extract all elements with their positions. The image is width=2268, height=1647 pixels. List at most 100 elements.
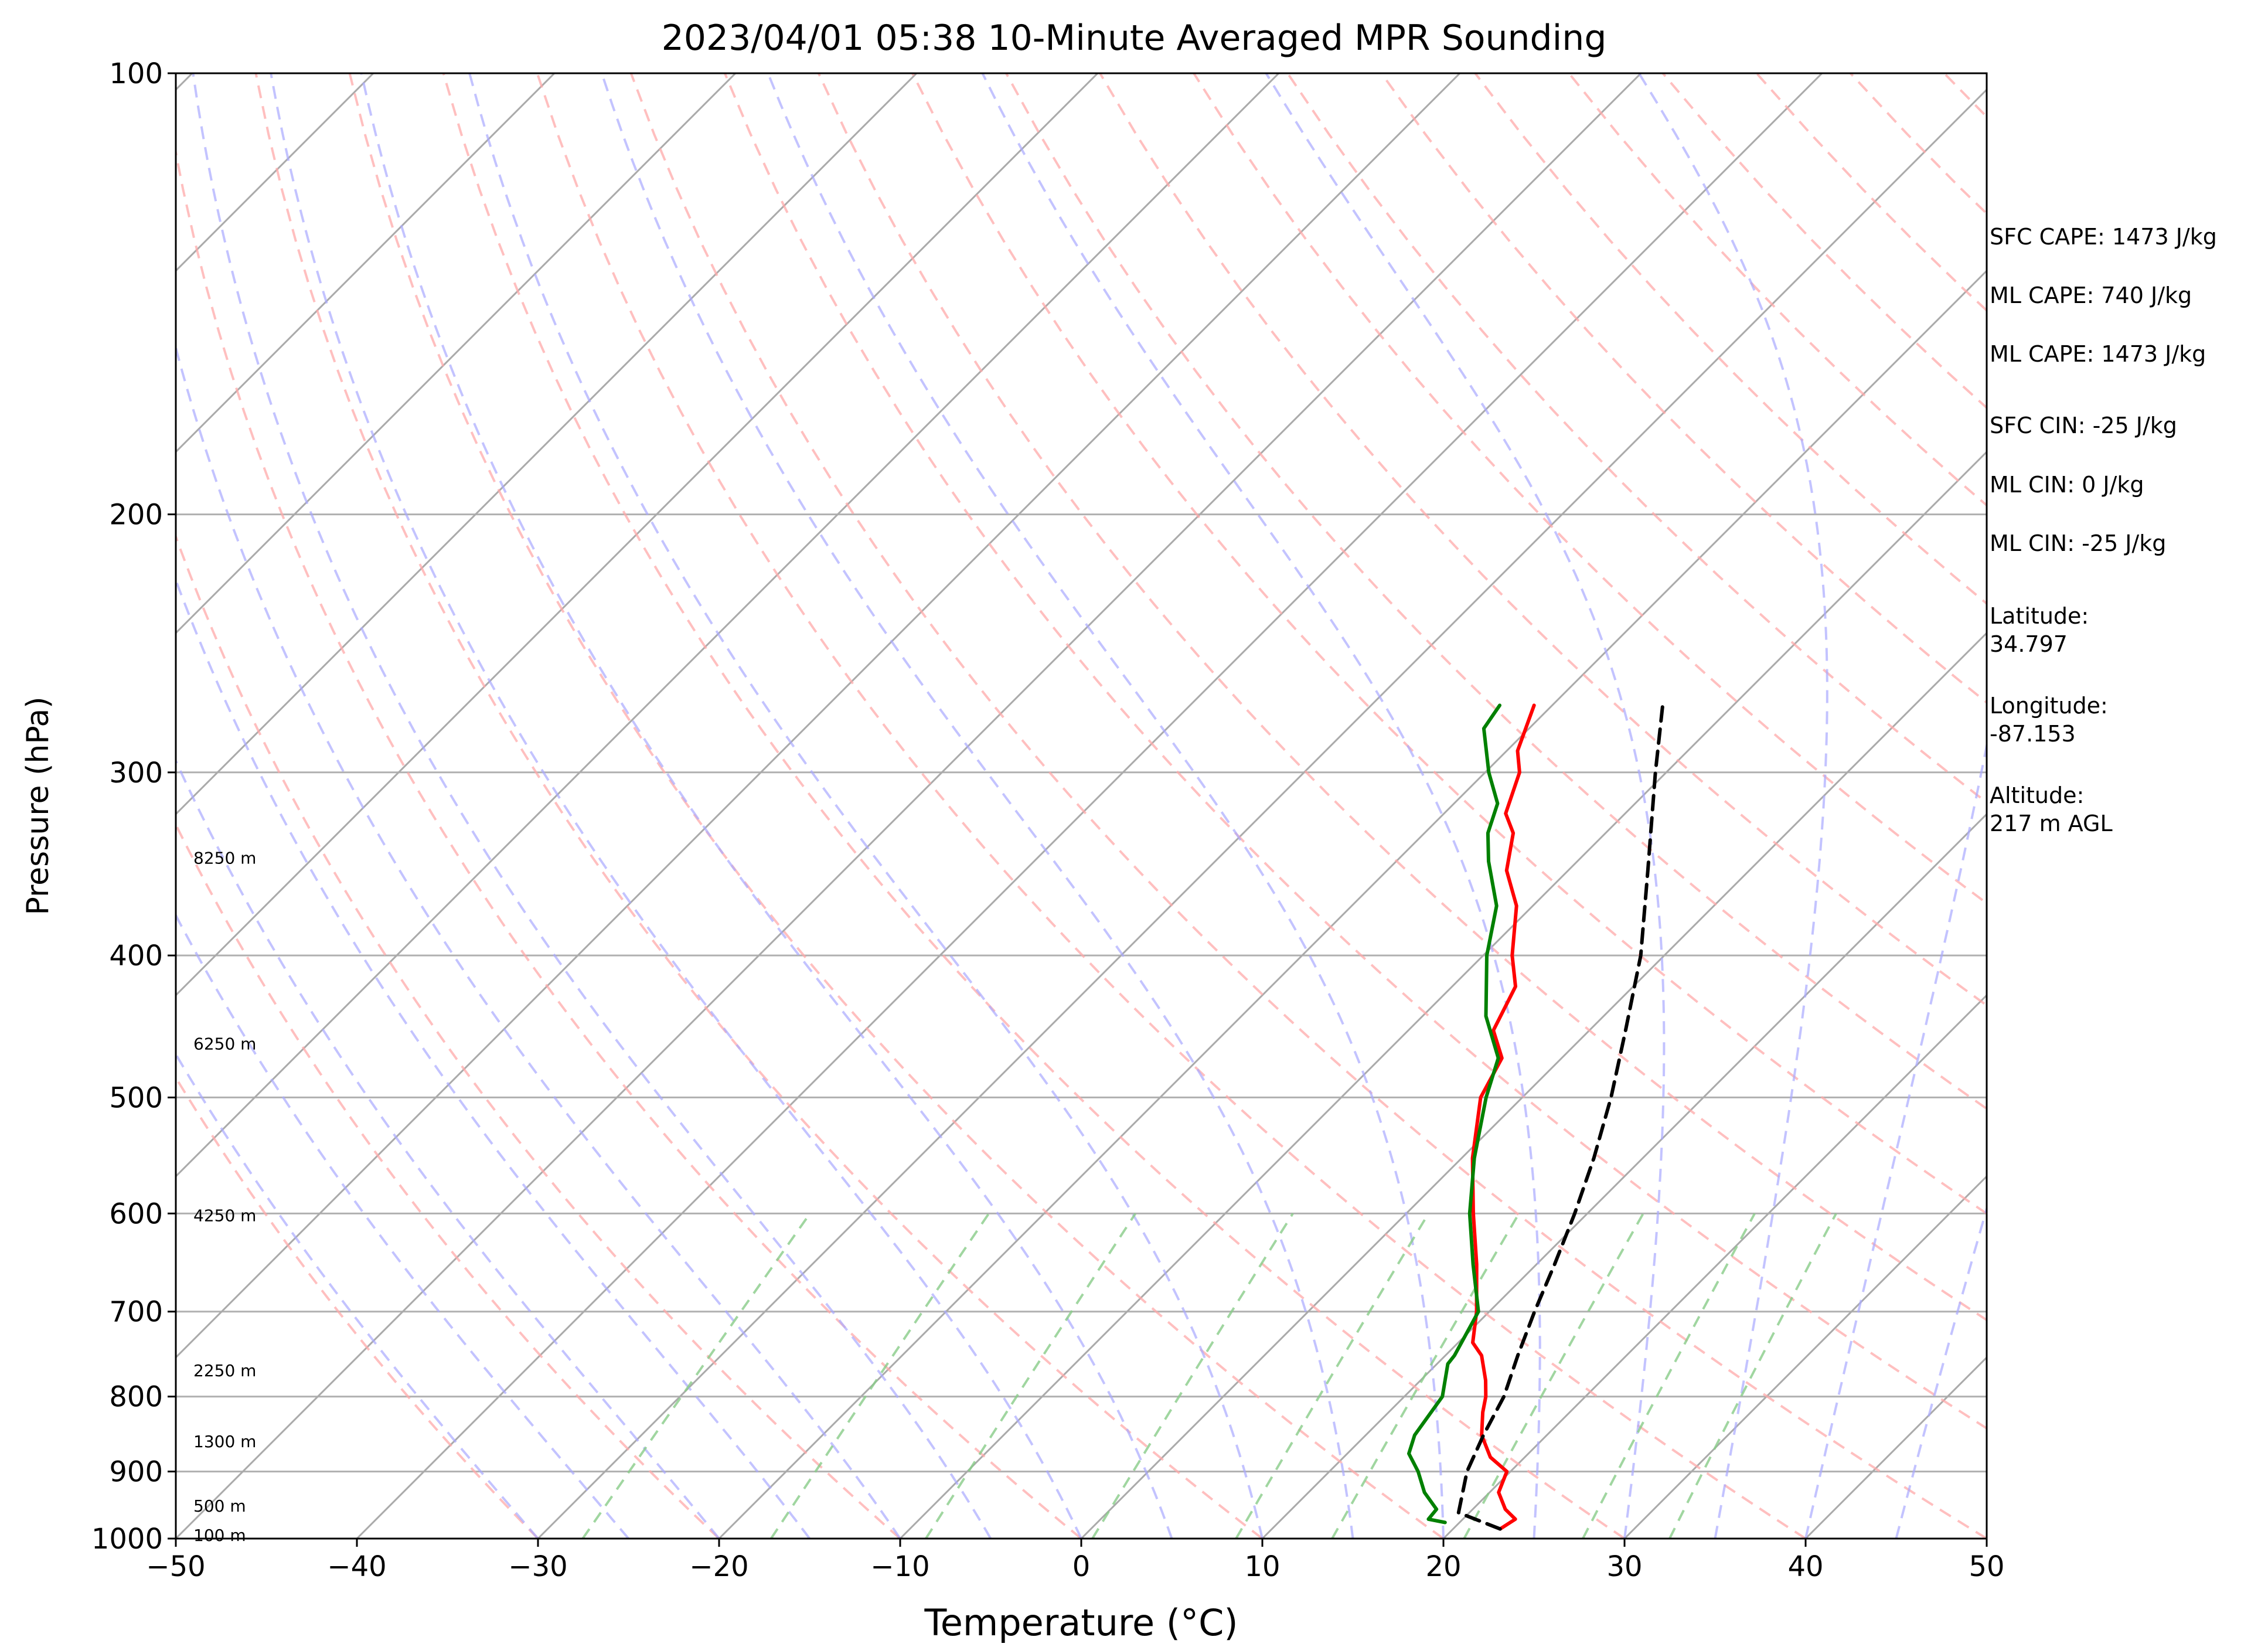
- moist-adiabat-line: [1895, 1204, 1987, 1539]
- annotation-text: ML CAPE: 740 J/kg: [1990, 283, 2192, 308]
- mixing-ratio-line: [1091, 1213, 1294, 1539]
- y-tick-label: 400: [109, 940, 163, 972]
- mixing-ratio-line: [770, 1213, 990, 1539]
- isotherm-line: [176, 73, 1642, 1539]
- pressure-gridlines: [176, 72, 1987, 1540]
- annotation-text: SFC CIN: -25 J/kg: [1990, 413, 2177, 438]
- dry-adiabat-line: [1286, 73, 1987, 804]
- isotherm-line: [176, 73, 1280, 1178]
- annotation-text: Latitude: 34.797: [1990, 603, 2089, 657]
- annotation-text: SFC CAPE: 1473 J/kg: [1990, 224, 2217, 250]
- x-tick-label: −50: [146, 1550, 205, 1583]
- isotherm-line: [0, 73, 11, 1539]
- isotherm-line: [1080, 631, 1987, 1539]
- plot-frame: [175, 72, 1988, 1540]
- height-label: 1300 m: [193, 1432, 256, 1451]
- moist-adiabat-line: [176, 577, 811, 1539]
- x-tick-label: −30: [508, 1550, 567, 1583]
- mixing-ratio-line: [1668, 1213, 1837, 1539]
- moist-adiabat-line: [176, 343, 901, 1539]
- mixing-ratio-line: [581, 1213, 811, 1539]
- x-tick-label: −10: [870, 1550, 929, 1583]
- height-labels: 100 m 500 m 1300 m 2250 m 4250 m 6250 m 8250 m: [193, 849, 256, 1545]
- moist-adiabat-line: [176, 1052, 539, 1539]
- dry-adiabat-line: [176, 822, 720, 1539]
- x-tick-label: 10: [1244, 1550, 1280, 1583]
- dry-adiabat-line: [254, 73, 1264, 1539]
- chart-title: 2023/04/01 05:38 10-Minute Averaged MPR …: [661, 18, 1607, 59]
- x-axis-label: Temperature (°C): [924, 1601, 1238, 1644]
- moist-adiabat-line: [270, 73, 1082, 1539]
- x-tick-label: 50: [1969, 1550, 2004, 1583]
- y-tick-label: 100: [109, 57, 163, 90]
- y-axis-label: Pressure (hPa): [21, 697, 56, 916]
- isotherm-line: [356, 73, 1823, 1539]
- moist-adiabat-line: [468, 73, 1264, 1539]
- isotherm-line: [1623, 1175, 1987, 1539]
- height-label: 4250 m: [193, 1206, 256, 1225]
- height-label: 500 m: [193, 1496, 246, 1516]
- isotherm-line: [176, 73, 918, 816]
- y-tick-label: 1000: [91, 1523, 163, 1556]
- dry-adiabat-line: [176, 1075, 539, 1539]
- isotherm-line: [176, 73, 374, 273]
- y-tick-label: 300: [109, 757, 163, 790]
- x-tick-label: 30: [1606, 1550, 1642, 1583]
- series-group: [1407, 703, 1665, 1531]
- mixing-ratio-line: [1463, 1213, 1644, 1539]
- parcel-profile-line: [1456, 703, 1665, 1531]
- x-tick-label: 40: [1787, 1550, 1823, 1583]
- isotherm-line: [176, 73, 1099, 997]
- x-tick-label: 20: [1425, 1550, 1461, 1583]
- mixing-ratio-line: [1235, 1213, 1430, 1539]
- y-tick-label: 600: [109, 1197, 163, 1230]
- x-tick-label: −20: [689, 1550, 748, 1583]
- moist-adiabat-line: [981, 73, 1541, 1539]
- x-tick-label: 0: [1072, 1550, 1091, 1583]
- height-label: 6250 m: [193, 1035, 256, 1054]
- dewpoint-profile-line: [1407, 703, 1501, 1525]
- moist-adiabat-line: [767, 73, 1445, 1539]
- dry-adiabat-line: [911, 73, 1987, 1215]
- height-label: 2250 m: [193, 1361, 256, 1380]
- annotation-text: ML CAPE: 1473 J/kg: [1990, 341, 2206, 367]
- dry-adiabat-line: [176, 147, 1082, 1539]
- moist-adiabat-line: [1804, 740, 1987, 1539]
- dry-adiabat-line: [536, 73, 1807, 1539]
- dry-adiabat-line: [1193, 73, 1987, 905]
- moist-adiabat-line: [176, 913, 630, 1539]
- moist-adiabat-line: [1637, 73, 1828, 1539]
- dry-adiabat-line: [442, 73, 1626, 1539]
- annotation-text: Altitude: 217 m AGL: [1990, 782, 2113, 836]
- dry-adiabat-line: [723, 73, 1987, 1430]
- dry-adiabat-line: [629, 73, 1987, 1539]
- dry-adiabat-line: [176, 533, 901, 1539]
- annotation-text: ML CIN: 0 J/kg: [1990, 472, 2144, 498]
- dry-adiabat-line: [1005, 73, 1987, 1111]
- height-label: 8250 m: [193, 849, 256, 868]
- moist-adiabat-line: [176, 758, 720, 1539]
- isotherm-line: [899, 450, 1987, 1539]
- x-axis-ticks: −50 −40 −30 −20 −10 0 10 20 30 40 50: [146, 1539, 2005, 1583]
- dry-adiabat-line: [817, 73, 1987, 1322]
- mixing-ratio-line: [925, 1213, 1137, 1539]
- isotherm-line: [1261, 812, 1987, 1539]
- isotherm-line: [176, 73, 556, 454]
- y-tick-label: 900: [109, 1456, 163, 1489]
- annotation-text: Longitude: -87.153: [1990, 693, 2108, 747]
- moist-adiabat-line: [192, 73, 992, 1539]
- mixing-ratio-line: [1582, 1213, 1756, 1539]
- isotherm-line: [537, 88, 1987, 1539]
- isotherm-line: [176, 73, 737, 635]
- x-tick-label: −40: [327, 1550, 386, 1583]
- annotation-text: ML CIN: -25 J/kg: [1990, 530, 2167, 556]
- dry-adiabat-line: [348, 73, 1445, 1539]
- background-lines: [0, 73, 1987, 1539]
- temperature-profile-line: [1470, 703, 1536, 1531]
- isotherm-line: [1442, 993, 1987, 1539]
- mixing-ratio-line: [1331, 1213, 1520, 1539]
- moist-adiabat-line: [1265, 73, 1666, 1539]
- moist-adiabat-line: [360, 73, 1173, 1539]
- y-tick-label: 800: [109, 1381, 163, 1414]
- y-axis-ticks: 100 200 300 400 500 600 700 800 900 1000: [91, 57, 176, 1556]
